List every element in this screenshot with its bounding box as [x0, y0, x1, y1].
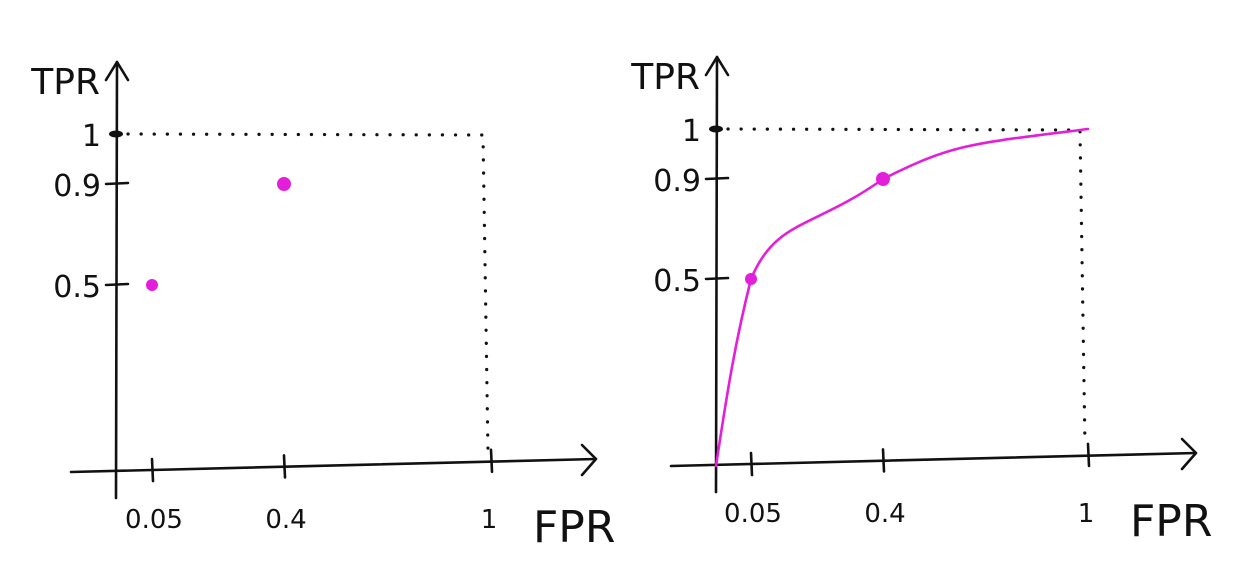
x-tick-mark: [1086, 442, 1091, 468]
y-axis-arrow-icon: [104, 60, 130, 82]
x-tick-mark: [282, 454, 287, 479]
x-tick-label: 1: [1078, 499, 1095, 529]
x-axis-line: [69, 457, 598, 474]
data-point: [146, 279, 158, 291]
perfect-classifier-dotted-border: [726, 127, 1087, 448]
x-tick-mark: [749, 451, 754, 477]
x-tick-mark: [150, 457, 155, 483]
x-tick-mark: [489, 448, 494, 474]
data-point: [745, 273, 757, 285]
y-tick-mark: [704, 276, 730, 281]
chart-1: 0.5 0.9 1 0.05 0.4 1 TPR FPR: [30, 60, 615, 553]
y-tick-label: 0.9: [53, 169, 101, 204]
y-tick-mark: [709, 125, 723, 133]
y-axis-line: [114, 60, 119, 500]
y-tick-mark: [104, 282, 130, 287]
x-tick-label: 0.4: [265, 505, 306, 535]
y-tick-mark: [104, 181, 130, 186]
x-tick-mark: [881, 448, 886, 473]
chart-2: 0.5 0.9 1 0.05 0.4 1 TPR FPR: [630, 55, 1212, 547]
x-axis-label: FPR: [1130, 496, 1212, 547]
x-axis-label: FPR: [533, 502, 615, 553]
data-point: [876, 172, 890, 186]
x-axis-line: [669, 451, 1198, 468]
x-axis-arrow-icon: [580, 443, 598, 477]
data-point: [277, 177, 291, 191]
perfect-classifier-dotted-border: [126, 132, 490, 454]
x-tick-label: 0.05: [724, 499, 782, 529]
x-axis-arrow-icon: [1180, 437, 1198, 471]
y-tick-mark: [704, 176, 730, 181]
y-axis-label: TPR: [630, 57, 700, 98]
roc-curve-line: [714, 127, 1090, 468]
y-tick-mark: [109, 130, 123, 138]
x-tick-label: 1: [481, 505, 498, 535]
y-tick-label: 0.5: [653, 264, 701, 299]
y-axis-label: TPR: [30, 62, 100, 103]
x-tick-label: 0.05: [125, 505, 183, 535]
y-tick-label: 1: [82, 119, 101, 154]
y-tick-label: 1: [682, 114, 701, 149]
y-axis-line: [714, 55, 719, 494]
y-tick-label: 0.5: [53, 270, 101, 305]
y-axis-arrow-icon: [704, 55, 730, 77]
y-tick-label: 0.9: [653, 164, 701, 199]
x-tick-label: 0.4: [864, 499, 905, 529]
